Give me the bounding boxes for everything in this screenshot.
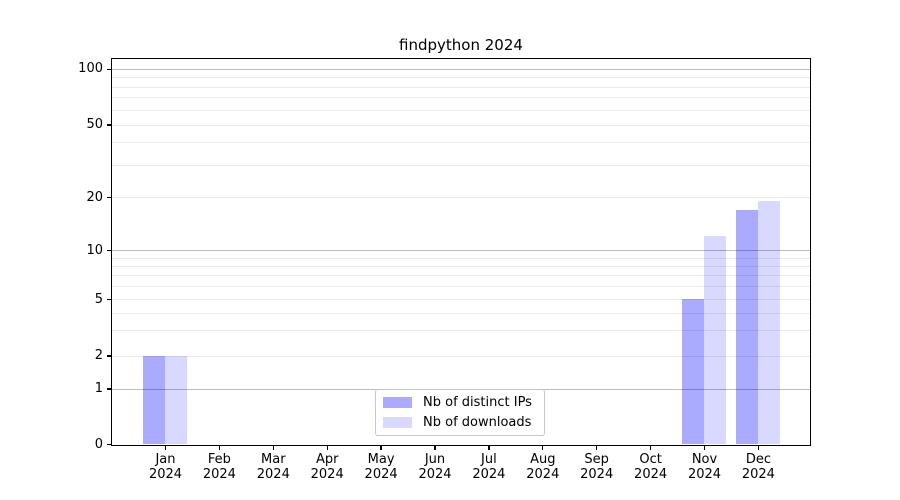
gridline-minor: [112, 312, 810, 314]
y-axis-tick-label: 10: [86, 242, 103, 258]
plot-area: [111, 58, 811, 446]
gridline-minor: [112, 109, 810, 111]
legend: Nb of distinct IPs Nb of downloads: [375, 389, 545, 436]
gridline-minor: [112, 265, 810, 267]
x-axis-year: 2024: [364, 466, 398, 482]
y-axis-tick-label: 50: [86, 117, 103, 132]
x-axis-tick: [218, 445, 221, 450]
x-axis-tick-label: Nov 2024: [675, 452, 735, 483]
y-axis-tick: [107, 298, 112, 301]
x-axis-month: Mar: [261, 452, 286, 467]
x-axis-tick-label: Aug 2024: [513, 452, 573, 483]
y-axis-tick: [107, 388, 112, 390]
x-axis-tick-label: Feb 2024: [189, 452, 249, 483]
gridline-minor: [112, 165, 810, 167]
bar-downloads: [757, 201, 780, 444]
legend-entry-downloads: Nb of downloads: [383, 415, 544, 431]
gridline-minor: [112, 124, 810, 126]
y-axis-tick: [107, 250, 112, 252]
x-axis-tick-label: Mar 2024: [243, 452, 303, 483]
y-axis-tick: [107, 355, 112, 357]
x-axis-year: 2024: [148, 466, 183, 482]
legend-swatch-distinct-ips: [383, 396, 412, 409]
gridline-minor: [112, 299, 810, 300]
y-axis-tick-label: 2: [94, 348, 103, 363]
x-axis-year: 2024: [634, 466, 668, 482]
x-axis-tick-label: Apr 2024: [297, 452, 357, 483]
x-axis-month: Jun: [424, 452, 446, 467]
y-axis-tick-label: 1: [94, 381, 103, 396]
x-axis-tick: [434, 445, 436, 450]
x-axis-tick-label: Jun 2024: [405, 452, 465, 483]
x-axis-tick: [326, 445, 328, 450]
x-axis-year: 2024: [202, 466, 236, 482]
x-axis-tick-label: Oct 2024: [621, 452, 681, 483]
x-axis-tick: [703, 445, 706, 450]
x-axis-tick-label: May 2024: [351, 452, 411, 483]
x-axis-month: Dec: [745, 452, 771, 467]
bar-distinct-ips: [682, 299, 704, 444]
x-axis-month: Feb: [207, 452, 231, 467]
bar-downloads: [165, 355, 187, 444]
x-axis-month: Nov: [691, 452, 718, 467]
x-axis-tick: [164, 445, 167, 450]
gridline-minor: [112, 142, 810, 144]
x-axis-year: 2024: [472, 466, 506, 482]
x-axis-month: Sep: [584, 452, 609, 467]
gridline-minor: [112, 77, 810, 79]
gridline-minor: [112, 330, 810, 332]
bar-distinct-ips: [143, 355, 165, 444]
x-axis-year: 2024: [418, 466, 452, 482]
x-axis-year: 2024: [687, 466, 722, 482]
gridline-minor: [112, 97, 810, 99]
gridline-minor: [112, 355, 810, 357]
x-axis-tick: [380, 445, 382, 450]
x-axis-month: May: [367, 452, 395, 467]
x-axis-year: 2024: [580, 466, 614, 482]
y-axis-tick: [107, 197, 112, 199]
x-axis-tick: [542, 445, 544, 450]
legend-label-distinct-ips: Nb of distinct IPs: [423, 394, 532, 410]
y-axis-tick: [107, 443, 112, 446]
chart-title: findpython 2024: [399, 36, 523, 54]
x-axis-tick-label: Dec 2024: [728, 452, 788, 483]
gridline-minor: [112, 86, 810, 88]
bar-downloads: [704, 236, 726, 444]
y-axis-tick-label: 100: [78, 61, 103, 77]
legend-label-downloads: Nb of downloads: [423, 414, 532, 430]
y-axis-tick-label: 0: [94, 436, 103, 452]
x-axis-month: Oct: [639, 452, 662, 467]
gridline-major: [112, 68, 810, 70]
bar-distinct-ips: [736, 209, 758, 444]
y-axis-tick-label: 5: [94, 291, 103, 307]
gridline-minor: [112, 286, 810, 288]
gridline-minor: [112, 257, 810, 259]
legend-entry-distinct-ips: Nb of distinct IPs: [383, 395, 544, 411]
x-axis-month: Aug: [530, 452, 556, 467]
x-axis-tick: [649, 445, 652, 450]
y-axis-tick: [107, 124, 112, 126]
gridline-minor: [112, 275, 810, 277]
x-axis-tick: [488, 445, 490, 450]
x-axis-tick: [272, 445, 274, 450]
y-axis-tick-label: 20: [86, 189, 103, 205]
x-axis-tick-label: Sep 2024: [567, 452, 627, 483]
legend-swatch-downloads: [383, 416, 412, 429]
x-axis-tick: [757, 445, 760, 450]
gridline-major: [112, 250, 810, 252]
x-axis-month: Jul: [481, 452, 497, 467]
x-axis-year: 2024: [526, 466, 560, 482]
x-axis-tick-label: Jan 2024: [136, 452, 196, 483]
y-axis-tick: [107, 68, 112, 70]
x-axis-year: 2024: [256, 466, 290, 482]
x-axis-year: 2024: [741, 466, 775, 482]
x-axis-month: Jan: [155, 452, 176, 467]
x-axis-tick-label: Jul 2024: [459, 452, 519, 483]
gridline-minor: [112, 197, 810, 199]
x-axis-year: 2024: [310, 466, 344, 482]
x-axis-tick: [596, 445, 598, 450]
x-axis-month: Apr: [315, 452, 339, 467]
